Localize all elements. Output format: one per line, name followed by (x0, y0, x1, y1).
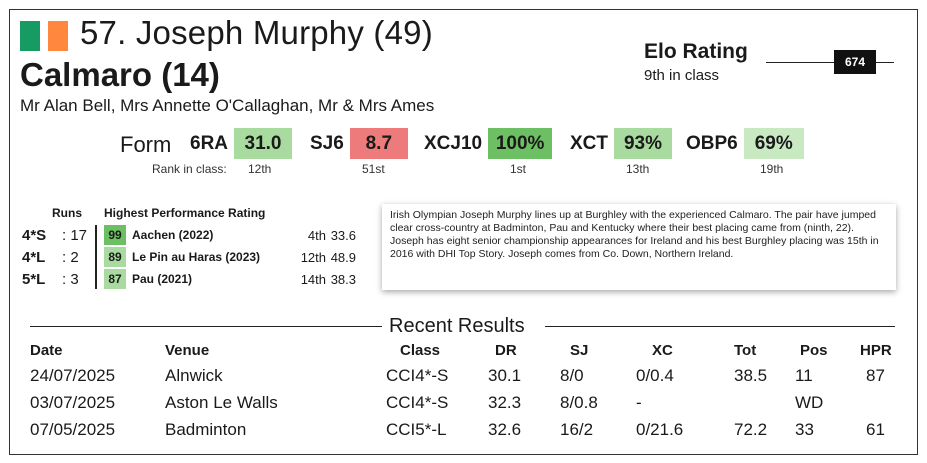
ireland-flag-icon (20, 21, 68, 51)
hpr-score: 38.3 (330, 271, 356, 287)
result-cell-date: 07/05/2025 (30, 420, 116, 439)
flag-orange-stripe (48, 21, 68, 51)
run-level: 5*L (22, 270, 46, 288)
recent-results-title: Recent Results (389, 315, 525, 337)
flag-green-stripe (20, 21, 40, 51)
hpr-event: Pau (2021) (132, 272, 193, 286)
result-cell-hpr: 87 (866, 366, 885, 385)
col-header-sj: SJ (570, 342, 589, 359)
form-metric-value: 31.0 (234, 128, 293, 159)
col-header-venue: Venue (165, 342, 210, 359)
elo-value-badge: 674 (834, 50, 876, 74)
result-cell-dr: 32.3 (488, 393, 522, 412)
hpr-position: 14th (300, 271, 326, 287)
form-rank: 13th (626, 162, 650, 176)
form-metric-xct: XCT 93% (570, 128, 672, 159)
col-header-dr: DR (495, 342, 517, 359)
result-cell-pos: WD (795, 393, 824, 412)
result-cell-xc: - (636, 393, 642, 412)
result-cell-venue: Alnwick (165, 366, 223, 385)
result-cell-xc: 0/21.6 (636, 420, 684, 439)
form-metric-label: 6RA (190, 132, 229, 154)
runs-divider (95, 225, 97, 289)
hpr-score: 48.9 (330, 249, 356, 265)
form-metric-6ra: 6RA 31.0 (190, 128, 293, 159)
result-cell-venue: Badminton (165, 420, 247, 439)
run-level: 4*S (22, 226, 47, 244)
hpr-rating-badge: 87 (104, 269, 126, 289)
hpr-score: 33.6 (330, 227, 356, 243)
flag-white-stripe (40, 21, 48, 51)
result-cell-venue: Aston Le Walls (165, 393, 278, 412)
col-header-hpr: HPR (860, 342, 892, 359)
run-count-row: 4*L : 2 (22, 247, 94, 267)
form-metric-label: OBP6 (686, 132, 738, 154)
result-cell-pos: 33 (795, 420, 814, 439)
run-count-row: 5*L : 3 (22, 269, 94, 289)
form-metric-obp6: OBP6 69% (686, 128, 804, 159)
elo-class-rank: 9th in class (644, 67, 720, 84)
form-rank: 12th (248, 162, 272, 176)
rider-bio: Irish Olympian Joseph Murphy lines up at… (382, 204, 896, 290)
hpr-row: 87 Pau (2021) 14th 38.3 (104, 269, 356, 289)
section-divider-left (30, 326, 382, 327)
form-metric-label: XCJ10 (424, 132, 483, 154)
horse-name: Calmaro (14) (20, 56, 220, 93)
result-cell-sj: 8/0 (560, 366, 584, 385)
elo-title: Elo Rating (644, 40, 748, 63)
result-cell-date: 03/07/2025 (30, 393, 116, 412)
hpr-row: 99 Aachen (2022) 4th 33.6 (104, 225, 356, 245)
form-metric-label: XCT (570, 132, 608, 154)
form-rank: 51st (362, 162, 385, 176)
result-cell-hpr: 61 (866, 420, 885, 439)
result-cell-sj: 8/0.8 (560, 393, 598, 412)
hpr-event: Le Pin au Haras (2023) (132, 250, 261, 264)
result-cell-dr: 30.1 (488, 366, 522, 385)
result-cell-xc: 0/0.4 (636, 366, 674, 385)
col-header-xc: XC (652, 342, 673, 359)
run-count: : 2 (62, 248, 79, 266)
result-cell-sj: 16/2 (560, 420, 594, 439)
result-cell-date: 24/07/2025 (30, 366, 116, 385)
form-rank: 19th (760, 162, 784, 176)
form-metric-xcj10: XCJ10 100% (424, 128, 553, 159)
hpr-rating-badge: 89 (104, 247, 126, 267)
run-count-row: 4*S : 17 (22, 225, 94, 245)
form-metric-value: 69% (743, 128, 804, 159)
hpr-rating-badge: 99 (104, 225, 126, 245)
hpr-position: 12th (300, 249, 326, 265)
form-metric-value: 93% (614, 128, 672, 159)
col-header-class: Class (400, 342, 441, 359)
hpr-position: 4th (307, 227, 326, 243)
hpr-row: 89 Le Pin au Haras (2023) 12th 48.9 (104, 247, 356, 267)
result-cell-tot: 72.2 (734, 420, 768, 439)
form-metric-sj6: SJ6 8.7 (310, 128, 408, 159)
elo-divider (766, 62, 894, 63)
rider-name: 57. Joseph Murphy (49) (80, 14, 433, 51)
result-cell-class: CCI4*-S (386, 393, 449, 412)
owners: Mr Alan Bell, Mrs Annette O'Callaghan, M… (20, 96, 435, 115)
form-rank: 1st (510, 162, 527, 176)
hpr-event: Aachen (2022) (132, 228, 214, 242)
run-count: : 3 (62, 270, 79, 288)
result-cell-pos: 11 (795, 366, 813, 385)
result-cell-dr: 32.6 (488, 420, 522, 439)
runs-header: Runs (52, 206, 82, 220)
col-header-pos: Pos (800, 342, 828, 359)
result-cell-class: CCI5*-L (386, 420, 447, 439)
form-metric-value: 100% (488, 128, 553, 159)
col-header-date: Date (30, 342, 63, 359)
section-divider-right (545, 326, 895, 327)
form-metric-label: SJ6 (310, 132, 344, 154)
run-level: 4*L (22, 248, 46, 266)
result-cell-class: CCI4*-S (386, 366, 449, 385)
hpr-header: Highest Performance Rating (104, 206, 266, 220)
run-count: : 17 (62, 226, 88, 244)
form-metric-value: 8.7 (349, 128, 408, 159)
form-label: Form (120, 132, 172, 157)
result-cell-tot: 38.5 (734, 366, 768, 385)
col-header-tot: Tot (734, 342, 757, 359)
rank-in-class-label: Rank in class: (152, 162, 227, 176)
